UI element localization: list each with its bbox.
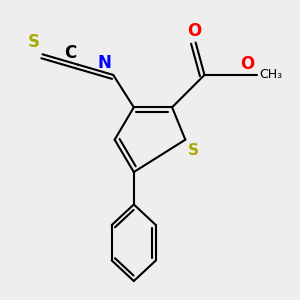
Text: O: O	[240, 56, 254, 74]
Text: O: O	[187, 22, 201, 40]
Text: S: S	[188, 142, 199, 158]
Text: C: C	[64, 44, 76, 62]
Text: CH₃: CH₃	[259, 68, 282, 81]
Text: S: S	[28, 33, 40, 51]
Text: N: N	[98, 54, 112, 72]
